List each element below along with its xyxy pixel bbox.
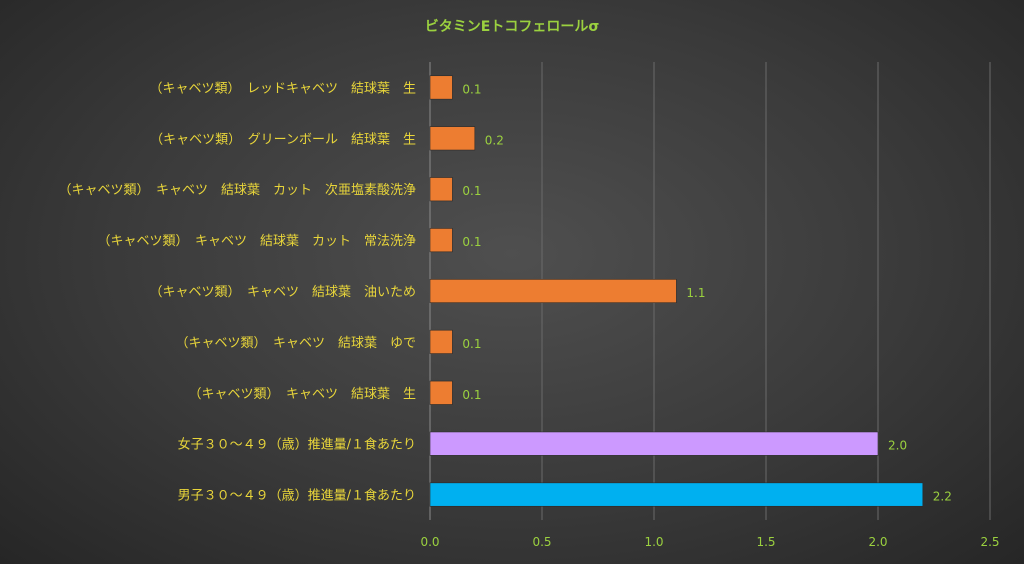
data-label: 0.1 (462, 337, 481, 351)
x-tick-label: 0.0 (420, 535, 439, 549)
category-label: （キャベツ類） キャベツ 結球葉 カット 次亜塩素酸洗浄 (58, 182, 416, 198)
bar (429, 228, 453, 253)
chart-title: ビタミンEトコフェロールσ (425, 19, 600, 35)
x-tick-label: 1.0 (644, 535, 663, 549)
category-label: 男子３０～４９（歳）推進量/１食あたり (178, 488, 416, 504)
label-layer: 0.0 0.5 1.0 1.5 2.0 2.5 （キャベツ類） レッドキャベツ 結球葉 生 0… (58, 81, 999, 549)
data-label: 0.1 (462, 235, 481, 249)
data-label: 0.1 (462, 388, 481, 402)
bar (429, 177, 453, 202)
bar-layer (429, 75, 924, 507)
data-label: 0.1 (462, 82, 481, 96)
category-label: （キャベツ類） キャベツ 結球葉 カット 常法洗浄 (97, 234, 416, 249)
data-label: 2.0 (888, 439, 907, 453)
category-label: 女子３０～４９（歳）推進量/１食あたり (178, 437, 416, 453)
bar (429, 431, 879, 456)
data-label: 2.2 (933, 490, 952, 504)
data-label: 0.1 (462, 184, 481, 198)
x-tick-label: 2.0 (868, 535, 887, 549)
x-tick-label: 2.5 (980, 535, 999, 549)
x-tick-label: 1.5 (756, 535, 775, 549)
category-label: （キャベツ類） キャベツ 結球葉 ゆで (175, 336, 416, 351)
bar (429, 126, 476, 151)
category-label: （キャベツ類） レッドキャベツ 結球葉 生 (149, 81, 416, 96)
bar (429, 482, 924, 507)
category-label: （キャベツ類） グリーンボール 結球葉 生 (150, 132, 416, 147)
category-label: （キャベツ類） キャベツ 結球葉 油いため (149, 285, 416, 300)
bar (429, 380, 453, 405)
data-label: 0.2 (485, 133, 504, 147)
x-tick-label: 0.5 (532, 535, 551, 549)
bar (429, 75, 453, 100)
bar (429, 329, 453, 354)
data-label: 1.1 (686, 286, 705, 300)
category-label: （キャベツ類） キャベツ 結球葉 生 (188, 387, 416, 402)
bar (429, 278, 677, 304)
